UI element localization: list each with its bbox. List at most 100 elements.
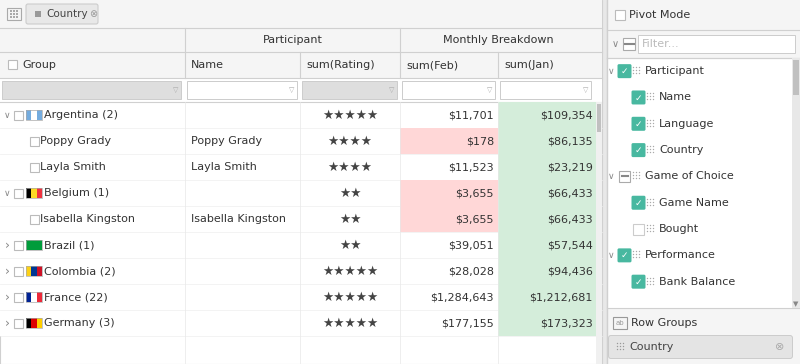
- Bar: [2, 81, 181, 99]
- FancyBboxPatch shape: [26, 4, 98, 24]
- Text: $177,155: $177,155: [442, 318, 494, 328]
- Text: Game Name: Game Name: [659, 198, 729, 208]
- Bar: [14, 189, 23, 198]
- Bar: [607, 58, 800, 308]
- Bar: [498, 232, 601, 258]
- Bar: [597, 104, 601, 132]
- Text: ✓: ✓: [621, 67, 628, 76]
- Bar: [16, 16, 18, 18]
- Bar: [638, 35, 795, 53]
- Bar: [0, 28, 602, 52]
- Bar: [302, 81, 397, 99]
- Bar: [7, 8, 21, 20]
- Bar: [35, 13, 37, 15]
- Bar: [0, 0, 602, 364]
- Bar: [39, 11, 41, 13]
- Text: Bank Balance: Bank Balance: [659, 277, 735, 287]
- Text: Pivot Mode: Pivot Mode: [629, 10, 690, 20]
- Text: Row Groups: Row Groups: [631, 318, 698, 328]
- Bar: [607, 0, 800, 364]
- Text: $28,028: $28,028: [448, 266, 494, 276]
- Bar: [596, 102, 602, 364]
- Bar: [31, 188, 37, 198]
- Bar: [30, 214, 39, 223]
- Bar: [30, 162, 39, 171]
- Bar: [26, 240, 42, 250]
- Bar: [37, 266, 42, 276]
- Bar: [26, 240, 42, 250]
- Text: $1,212,681: $1,212,681: [530, 292, 593, 302]
- Text: Group: Group: [22, 60, 56, 70]
- Text: $1,284,643: $1,284,643: [430, 292, 494, 302]
- Text: ∨: ∨: [608, 251, 614, 260]
- Bar: [400, 206, 498, 232]
- Bar: [16, 10, 18, 12]
- Bar: [26, 292, 31, 302]
- Bar: [400, 180, 498, 206]
- Text: ✓: ✓: [634, 94, 642, 103]
- Text: $3,655: $3,655: [455, 188, 494, 198]
- Text: $178: $178: [466, 136, 494, 146]
- Bar: [613, 317, 627, 329]
- Text: Isabella Kingston: Isabella Kingston: [40, 214, 135, 224]
- Bar: [26, 318, 31, 328]
- Text: ›: ›: [5, 238, 10, 252]
- Text: ★★: ★★: [338, 186, 362, 199]
- Bar: [633, 223, 644, 234]
- FancyBboxPatch shape: [618, 64, 631, 78]
- Text: Germany (3): Germany (3): [44, 318, 114, 328]
- Bar: [0, 128, 602, 154]
- Text: Layla Smith: Layla Smith: [40, 162, 106, 172]
- Text: sum(Rating): sum(Rating): [306, 60, 374, 70]
- Text: ✓: ✓: [634, 146, 642, 155]
- Bar: [0, 154, 602, 180]
- Bar: [0, 310, 602, 336]
- Bar: [619, 171, 630, 182]
- Text: ∨: ∨: [608, 67, 614, 76]
- Text: ▽: ▽: [173, 87, 178, 93]
- Text: ★★★★: ★★★★: [327, 161, 373, 174]
- Text: ∨: ∨: [612, 39, 619, 49]
- Text: Isabella Kingston: Isabella Kingston: [191, 214, 286, 224]
- Bar: [14, 241, 23, 249]
- FancyBboxPatch shape: [631, 117, 646, 131]
- FancyBboxPatch shape: [631, 275, 646, 289]
- Bar: [498, 206, 601, 232]
- Bar: [0, 102, 602, 128]
- FancyBboxPatch shape: [618, 248, 631, 262]
- Bar: [13, 10, 15, 12]
- Bar: [10, 16, 12, 18]
- Text: ›: ›: [5, 290, 10, 304]
- Bar: [26, 318, 42, 328]
- Bar: [31, 110, 37, 120]
- Text: ›: ›: [5, 265, 10, 277]
- Text: ★★★★★: ★★★★★: [322, 265, 378, 277]
- Text: Belgium (1): Belgium (1): [44, 188, 109, 198]
- Text: Argentina (2): Argentina (2): [44, 110, 118, 120]
- Text: ⊗: ⊗: [774, 342, 784, 352]
- Text: ∨: ∨: [4, 189, 10, 198]
- Bar: [8, 60, 17, 69]
- Text: ›: ›: [5, 317, 10, 329]
- FancyBboxPatch shape: [631, 196, 646, 210]
- Bar: [14, 266, 23, 276]
- Text: ★★★★★: ★★★★★: [322, 290, 378, 304]
- Bar: [0, 0, 602, 28]
- Bar: [498, 128, 601, 154]
- Bar: [615, 10, 625, 20]
- Text: Poppy Grady: Poppy Grady: [191, 136, 262, 146]
- Bar: [10, 13, 12, 15]
- Bar: [14, 318, 23, 328]
- Bar: [26, 110, 31, 120]
- Bar: [31, 266, 37, 276]
- Bar: [13, 16, 15, 18]
- Bar: [14, 293, 23, 301]
- Text: $11,701: $11,701: [448, 110, 494, 120]
- Bar: [35, 11, 37, 13]
- Bar: [26, 292, 42, 302]
- FancyBboxPatch shape: [609, 336, 793, 359]
- Text: Performance: Performance: [645, 250, 716, 260]
- Bar: [26, 188, 42, 198]
- Text: Game of Choice: Game of Choice: [645, 171, 734, 181]
- Text: ✓: ✓: [621, 252, 628, 260]
